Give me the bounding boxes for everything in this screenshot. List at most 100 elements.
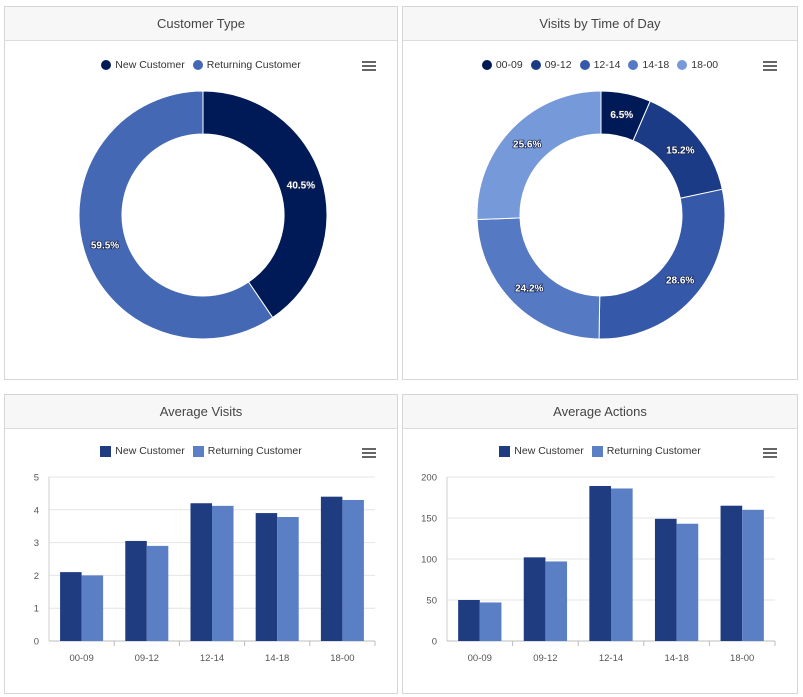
x-tick-label: 12-14	[599, 653, 623, 664]
y-tick-label: 200	[421, 473, 437, 484]
y-tick-label: 50	[426, 596, 437, 607]
y-tick-label: 1	[34, 604, 39, 615]
average-visits-panel: Average Visits New Customer Returning Cus…	[4, 394, 398, 694]
bar[interactable]	[212, 505, 234, 641]
legend-item[interactable]: 14-18	[628, 59, 669, 71]
bar[interactable]	[611, 488, 633, 641]
legend-item[interactable]: New Customer	[100, 445, 185, 457]
legend-item[interactable]: Returning Customer	[192, 445, 302, 457]
legend-swatch	[192, 445, 204, 457]
donut-slice[interactable]	[476, 90, 602, 220]
hamburger-menu-icon[interactable]	[763, 61, 777, 71]
x-tick-label: 18-00	[730, 653, 754, 664]
legend-label: 09-12	[544, 59, 572, 71]
legend-swatch	[579, 60, 590, 70]
panel-title: Visits by Time of Day	[403, 7, 797, 41]
slice-data-label: 6.5%	[610, 110, 633, 121]
bar[interactable]	[255, 513, 278, 641]
bar[interactable]	[125, 540, 147, 641]
bar[interactable]	[320, 496, 343, 641]
donut-slice[interactable]	[78, 90, 274, 340]
panel-title: Average Visits	[5, 395, 397, 429]
x-tick-label: 12-14	[200, 653, 224, 664]
bar[interactable]	[277, 517, 299, 641]
average-actions-bar-chart: 0 50 100 150 200 00-09 09-12 12-14 14-18 18-00	[421, 473, 776, 664]
visits-time-donut: 6.5% 15.2% 28.6% 24.2% 25.6%	[476, 90, 726, 340]
legend-item[interactable]: New Customer	[499, 445, 584, 457]
customer-type-panel: Customer Type New Customer Returning Cust…	[4, 6, 398, 380]
slice-data-label: 40.5%	[287, 180, 315, 191]
legend-label: 00-09	[495, 59, 523, 71]
legend-swatch	[530, 60, 541, 70]
y-tick-label: 0	[34, 637, 39, 648]
hamburger-menu-icon[interactable]	[362, 61, 376, 71]
average-visits-bar-chart: 0 1 2 3 4 5 00-09 09-12 12-14 14-18 18-00	[34, 473, 376, 664]
bar[interactable]	[342, 499, 364, 641]
x-tick-label: 09-12	[533, 653, 557, 664]
panel-title: Average Actions	[403, 395, 797, 429]
legend-label: New Customer	[115, 445, 185, 457]
chart-legend: 00-09 09-12 12-14 14-18 18-00	[403, 59, 797, 71]
x-tick-label: 00-09	[468, 653, 492, 664]
y-tick-label: 5	[34, 473, 39, 484]
slice-data-label: 59.5%	[91, 241, 119, 252]
legend-item[interactable]: 00-09	[481, 59, 523, 71]
customer-type-donut: 40.5% 59.5%	[78, 90, 328, 340]
hamburger-menu-icon[interactable]	[763, 448, 777, 458]
chart-legend: New Customer Returning Customer	[5, 445, 397, 457]
legend-label: 12-14	[593, 59, 621, 71]
legend-item[interactable]: Returning Customer	[192, 59, 301, 71]
visits-time-panel: Visits by Time of Day 00-09 09-12 12-14 14-…	[402, 6, 798, 380]
legend-swatch	[499, 445, 511, 457]
x-tick-label: 14-18	[664, 653, 688, 664]
bar[interactable]	[654, 518, 677, 641]
legend-label: Returning Customer	[207, 445, 302, 457]
slice-data-label: 28.6%	[666, 276, 694, 287]
hamburger-menu-icon[interactable]	[362, 448, 376, 458]
slice-data-label: 25.6%	[513, 139, 541, 150]
slice-data-label: 15.2%	[666, 146, 694, 157]
legend-swatch	[101, 60, 112, 70]
legend-swatch	[192, 60, 203, 70]
legend-label: Returning Customer	[606, 445, 701, 457]
legend-item[interactable]: 18-00	[677, 59, 718, 71]
x-tick-label: 18-00	[330, 653, 354, 664]
average-actions-panel: Average Actions New Customer Returning Cu…	[402, 394, 798, 694]
legend-swatch	[591, 445, 603, 457]
x-tick-label: 09-12	[135, 653, 159, 664]
legend-item[interactable]: 09-12	[530, 59, 572, 71]
bar[interactable]	[190, 503, 212, 641]
chart-legend: New Customer Returning Customer	[403, 445, 797, 457]
chart-legend: New Customer Returning Customer	[5, 59, 397, 71]
y-tick-label: 150	[421, 514, 437, 525]
legend-label: New Customer	[514, 445, 584, 457]
bar[interactable]	[146, 545, 169, 641]
legend-label: 14-18	[642, 59, 670, 71]
legend-item[interactable]: 12-14	[579, 59, 621, 71]
bar[interactable]	[81, 575, 104, 641]
bar[interactable]	[589, 486, 611, 641]
bar[interactable]	[60, 572, 82, 641]
y-tick-label: 2	[34, 571, 39, 582]
bar[interactable]	[545, 561, 568, 641]
x-tick-label: 14-18	[265, 653, 289, 664]
legend-item[interactable]: Returning Customer	[591, 445, 701, 457]
legend-swatch	[481, 60, 492, 70]
panel-title: Customer Type	[5, 7, 397, 41]
donut-slice[interactable]	[476, 217, 601, 340]
donut-slice[interactable]	[598, 188, 726, 340]
bar[interactable]	[720, 505, 743, 641]
bar[interactable]	[523, 557, 546, 641]
y-tick-label: 100	[421, 555, 437, 566]
bar[interactable]	[479, 602, 502, 641]
legend-label: New Customer	[115, 59, 185, 71]
legend-item[interactable]: New Customer	[101, 59, 185, 71]
bar[interactable]	[742, 509, 764, 641]
bar[interactable]	[458, 600, 480, 641]
slice-data-label: 24.2%	[515, 284, 543, 295]
legend-swatch	[628, 60, 639, 70]
bar[interactable]	[676, 523, 699, 641]
legend-label: 18-00	[691, 59, 719, 71]
y-tick-label: 3	[34, 538, 39, 549]
donut-slice[interactable]	[202, 90, 328, 319]
